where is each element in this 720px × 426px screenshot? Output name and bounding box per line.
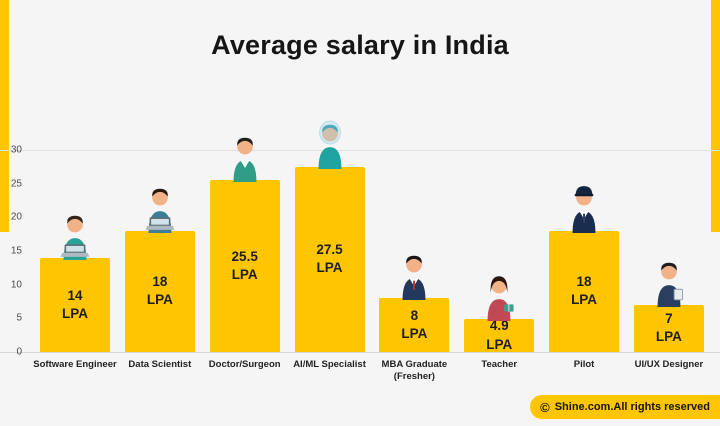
copyright-icon: © (540, 399, 550, 415)
bar-mba-graduate-fresher: 8 LPA (379, 255, 450, 352)
bar-group-data-scientist: 18 LPA Data Scientist (124, 150, 195, 370)
y-tick-30: 30 (10, 144, 22, 156)
bar-chart: 0 5 10 15 20 25 30 14 LPA Software Engineer 18 LPA… (0, 120, 720, 382)
bar-value: 18 (152, 274, 168, 290)
bar-ai-ml-specialist: 27.5 LPA (294, 120, 365, 352)
teacher-person-icon (476, 271, 522, 322)
bar-unit: LPA (62, 305, 88, 321)
uiux-designer-person-icon (646, 257, 692, 307)
category-label-doctor-surgeon: Doctor/Surgeon (208, 359, 281, 370)
bar-unit: LPA (231, 267, 258, 283)
bar-unit: LPA (571, 292, 598, 308)
bar-group-ui-ux-designer: 7 LPA UI/UX Designer (633, 150, 704, 370)
y-tick-15: 15 (10, 245, 22, 257)
bar-value: 25.5 (231, 248, 258, 264)
bar-group-doctor-surgeon: 25.5 LPA Doctor/Surgeon (209, 138, 281, 370)
left-accent-bar (0, 0, 9, 232)
category-label-mba-graduate-fresher: MBA Graduate (Fresher) (381, 359, 448, 383)
bar-value: 27.5 (316, 242, 343, 258)
bar-group-software-engineer: 14 LPA Software Engineer (33, 150, 117, 370)
y-tick-5: 5 (16, 312, 22, 324)
x-axis-line (0, 352, 720, 353)
copyright-text: Shine.com.All rights reserved (554, 401, 710, 413)
bar-teacher: 4.9 LPA (464, 276, 535, 352)
category-label-data-scientist: Data Scientist (128, 359, 192, 370)
bar-data-scientist: 18 LPA (124, 188, 195, 352)
y-tick-20: 20 (10, 211, 22, 223)
bar-value: 4.9 (489, 318, 509, 334)
bar-group-mba-graduate-fresher: 8 LPA MBA Graduate (Fresher) (379, 150, 450, 382)
ai-ml-specialist-person-icon (307, 119, 353, 169)
bar-value: 18 (576, 274, 592, 290)
y-tick-10: 10 (10, 279, 22, 291)
category-label-ui-ux-designer: UI/UX Designer (634, 359, 704, 370)
bar-unit: LPA (316, 260, 343, 276)
software-engineer-person-icon (52, 210, 98, 260)
right-accent-bar (711, 0, 720, 232)
bar-group-pilot: 18 LPA Pilot (549, 150, 620, 370)
bar-group-teacher: 4.9 LPA Teacher (464, 150, 535, 370)
bar-pilot: 18 LPA (549, 185, 620, 352)
y-tick-25: 25 (10, 178, 22, 190)
bar-unit: LPA (655, 329, 682, 345)
bar-value: 8 (410, 307, 419, 323)
page-title: Average salary in India (211, 30, 509, 60)
y-axis: 0 5 10 15 20 25 30 (2, 145, 28, 358)
bar-unit: LPA (401, 326, 428, 342)
bar-ui-ux-designer: 7 LPA (633, 262, 704, 352)
bar-group-ai-ml-specialist: 27.5 LPA AI/ML Specialist (293, 120, 366, 370)
pilot-person-icon (561, 183, 607, 233)
bar-software-engineer: 14 LPA (40, 215, 110, 352)
doctor-person-icon (222, 132, 268, 183)
bar-value: 14 (67, 287, 83, 303)
category-label-pilot: Pilot (573, 359, 595, 370)
copyright-badge: © Shine.com.All rights reserved (530, 395, 720, 419)
category-label-software-engineer: Software Engineer (33, 359, 117, 370)
plot-area: 14 LPA Software Engineer 18 LPA Data Scientis… (33, 120, 710, 382)
gridline-30 (0, 150, 720, 151)
bar-unit: LPA (146, 292, 173, 308)
category-label-teacher: Teacher (481, 359, 518, 370)
category-label-ai-ml-specialist: AI/ML Specialist (293, 359, 366, 370)
data-scientist-person-icon (137, 183, 183, 233)
bar-value: 7 (665, 311, 673, 327)
bar-unit: LPA (486, 336, 513, 352)
mba-graduate-person-icon (391, 250, 437, 301)
bar-doctor-surgeon: 25.5 LPA (209, 138, 280, 352)
y-tick-0: 0 (16, 346, 22, 358)
